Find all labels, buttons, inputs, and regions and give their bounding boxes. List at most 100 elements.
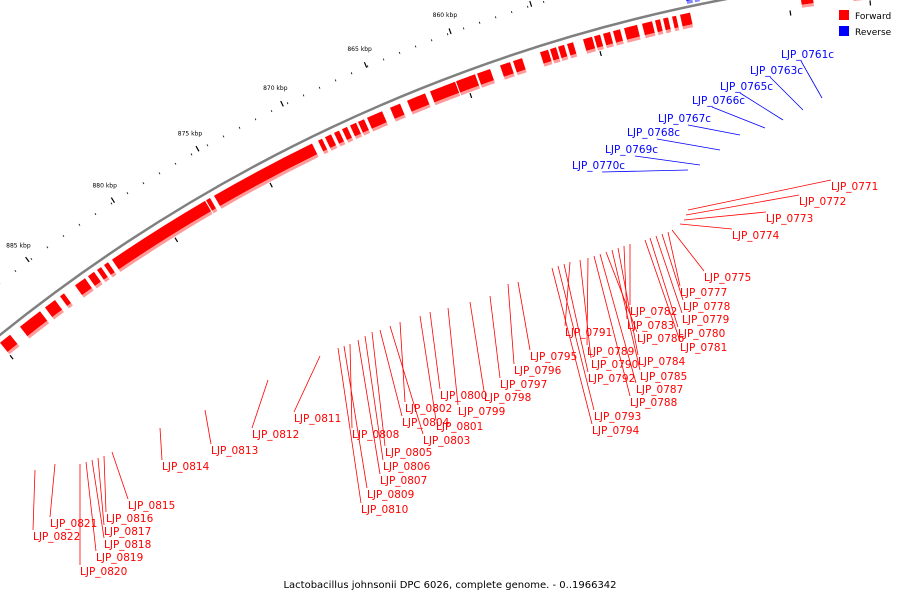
forward-gene-shape — [583, 36, 596, 51]
forward-gene-shape — [500, 62, 514, 77]
scale-tick-minor — [158, 172, 161, 175]
label-leader-line — [364, 335, 384, 461]
gene-label: LJP_0801 — [436, 421, 483, 433]
gene-label: LJP_0800 — [440, 390, 487, 402]
forward-gene-shape-shade — [347, 137, 354, 143]
scale-tick-minor — [495, 16, 497, 19]
label-leader-line — [349, 343, 353, 429]
label-leader-line — [656, 138, 721, 151]
forward-gene-shape — [45, 300, 63, 318]
gene-label: LJP_0811 — [294, 413, 341, 425]
forward-gene-shape-shade — [355, 133, 363, 140]
forward-gene-shape-shade — [606, 43, 614, 49]
gene-label: LJP_0808 — [352, 429, 399, 441]
gene-label: LJP_0771 — [831, 181, 878, 193]
gene-label: LJP_0809 — [367, 489, 414, 501]
scale-tick-minor — [94, 212, 97, 216]
forward-gene-shape-shade — [674, 27, 680, 32]
gene-label: LJP_0797 — [500, 379, 547, 391]
reverse-gene-shape-shade — [686, 0, 694, 4]
gene-label: LJP_0795 — [530, 351, 577, 363]
forward-gene-shape — [342, 126, 352, 141]
forward-gene-shape-shade — [543, 61, 553, 67]
forward-gene-shape — [75, 278, 92, 296]
gene-label: LJP_0787 — [636, 384, 683, 396]
scale-tick-minor — [14, 269, 17, 273]
forward-gene-shape — [358, 119, 369, 133]
forward-gene-shape-shade — [411, 104, 431, 115]
scale-tick-label: 860 kbp — [433, 12, 458, 19]
label-leader-line — [563, 263, 589, 373]
forward-gene-shape — [112, 200, 212, 270]
scale-tick-label: 865 kbp — [347, 46, 372, 53]
scale-tick-major — [448, 28, 452, 35]
gene-label: LJP_0814 — [162, 461, 210, 473]
gene-label: LJP_0806 — [383, 461, 431, 473]
gene-label: LJP_0779 — [682, 314, 729, 326]
gene-label: LJP_0819 — [96, 552, 143, 564]
scale-tick-minor — [30, 257, 33, 261]
forward-gene-shape-shade — [220, 154, 319, 209]
label-leader-line — [617, 247, 639, 356]
gene-label: LJP_0773 — [766, 213, 813, 225]
gene-label: LJP_0765c — [720, 81, 773, 93]
gene-label: LJP_0796 — [514, 365, 562, 377]
forward-gene-shape — [97, 267, 108, 280]
label-leader-line — [111, 451, 129, 500]
forward-gene-shape-shade — [665, 29, 672, 34]
forward-gene-shape — [613, 29, 623, 43]
forward-gene-shape-shade — [434, 92, 461, 106]
label-leader-line — [551, 267, 593, 425]
forward-gene-shape-shade — [110, 272, 117, 278]
forward-gene-shape-shade — [82, 288, 94, 298]
scale-tick-minor — [190, 153, 193, 156]
gene-label: LJP_0816 — [106, 513, 154, 525]
scale-tick-minor — [302, 94, 305, 97]
forward-gene-shape-shade — [516, 69, 527, 76]
scale-tick-minor — [270, 110, 273, 113]
forward-gene-shape-shade — [94, 281, 103, 289]
gene-label: LJP_0781 — [680, 342, 727, 354]
label-leader-line — [103, 455, 107, 513]
forward-gene-shape-shade — [657, 31, 664, 36]
label-leader-line — [517, 281, 531, 351]
label-leader-line — [599, 253, 637, 384]
gene-label: LJP_0772 — [799, 196, 846, 208]
gene-label: LJP_0768c — [627, 127, 680, 139]
label-leader-line — [97, 457, 105, 526]
forward-gene-shape — [367, 111, 387, 129]
forward-gene-shape — [663, 17, 671, 31]
forward-gene-shape-shade — [627, 36, 641, 43]
gene-label: LJP_0817 — [104, 526, 151, 538]
forward-gene-shape-shade — [616, 40, 624, 46]
gene-labels: LJP_0761c LJP_0763c LJP_0765c LJP_0766c LJP_… — [33, 49, 878, 578]
scale-tick-minor — [78, 223, 81, 226]
reverse-gene-shape-shade — [694, 0, 700, 3]
forward-gene-shape — [655, 19, 663, 33]
legend-forward-label: Forward — [855, 12, 891, 22]
gene-label: LJP_0785 — [640, 371, 687, 383]
forward-gene-shape-shade — [481, 80, 495, 88]
forward-gene-shape-shade — [118, 211, 213, 272]
reverse-gene-shape — [686, 0, 692, 2]
forward-gene-shape-shade — [682, 24, 694, 30]
label-leader-line — [489, 295, 501, 379]
label-leader-line — [564, 261, 571, 327]
scale-tick-label: 880 kbp — [92, 183, 117, 190]
gene-label: LJP_0770c — [572, 160, 625, 172]
label-leader-line — [91, 459, 105, 539]
forward-gene-shape — [456, 74, 480, 93]
label-leader-line — [293, 355, 321, 413]
gene-label: LJP_0793 — [594, 411, 641, 423]
scale-tick-minor — [430, 39, 433, 42]
gene-label: LJP_0763c — [750, 65, 803, 77]
scale-tick-label: 885 kbp — [6, 243, 31, 250]
legend: Forward Reverse — [839, 10, 892, 38]
gene-label: LJP_0812 — [252, 429, 299, 441]
forward-gene-shape — [334, 130, 345, 144]
scale-tick-minor — [334, 79, 337, 82]
forward-gene-shape-shade — [644, 32, 656, 39]
gene-label: LJP_0780 — [678, 328, 725, 340]
label-leader-line — [593, 255, 631, 397]
